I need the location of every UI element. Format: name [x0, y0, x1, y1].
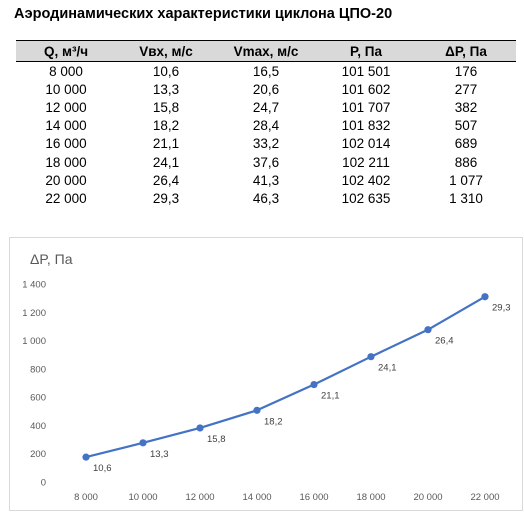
data-label: 29,3 [492, 303, 511, 314]
cell-q: 12 000 [45, 99, 87, 115]
table-row: 14 000 18,2 28,4 101 832 507 [16, 117, 516, 135]
data-label: 10,6 [93, 463, 112, 474]
line-chart: 0 200 400 600 800 1 000 1 200 1 400 8 000 10 000 1… [22, 280, 511, 504]
data-point [481, 293, 489, 301]
cell-vmax: 46,3 [252, 190, 280, 206]
data-label: 13,3 [150, 449, 169, 460]
cell-vin: 29,3 [152, 190, 180, 206]
cell-dp: 689 [454, 136, 478, 152]
header-vmax: Vmax, м/с [216, 40, 316, 62]
y-tick-label: 200 [30, 449, 46, 460]
table-row: 10 000 13,3 20,6 101 602 277 [16, 80, 516, 98]
chart-area: ΔP, Па 0 200 400 600 800 1 000 1 200 1 400 8 000… [9, 237, 523, 511]
table-row: 20 000 26,4 41,3 102 402 1 077 [16, 171, 516, 189]
cell-dp: 277 [454, 81, 478, 97]
data-label: 15,8 [207, 434, 226, 445]
x-tick-label: 16 000 [299, 492, 328, 503]
cell-p: 101 832 [341, 118, 391, 134]
cell-dp: 1 310 [449, 190, 483, 206]
cell-q: 22 000 [45, 190, 87, 206]
cell-q: 8 000 [49, 63, 83, 79]
cell-vin: 26,4 [152, 172, 180, 188]
cell-vmax: 16,5 [252, 63, 280, 79]
table-row: 18 000 24,1 37,6 102 211 886 [16, 153, 516, 171]
x-tick-label: 18 000 [356, 492, 385, 503]
data-label: 26,4 [435, 336, 454, 347]
y-tick-label: 0 [41, 478, 46, 489]
y-axis-label: ΔP, Па [30, 251, 73, 267]
cell-vmax: 41,3 [252, 172, 280, 188]
y-tick-label: 1 200 [22, 308, 46, 319]
cell-q: 14 000 [45, 118, 87, 134]
cell-p: 101 501 [341, 63, 391, 79]
data-point [253, 406, 261, 414]
cell-vin: 24,1 [152, 154, 180, 170]
header-vin: Vвх, м/с [116, 40, 216, 62]
header-q: Q, м³/ч [16, 40, 116, 62]
cell-dp: 1 077 [449, 172, 483, 188]
cell-q: 18 000 [45, 154, 87, 170]
cell-p: 102 402 [341, 172, 391, 188]
chart-title: Аэродинамических характеристики циклона … [14, 6, 393, 22]
series-line [85, 295, 486, 459]
header-dp: ΔP, Па [416, 40, 516, 62]
x-tick-label: 10 000 [128, 492, 157, 503]
x-tick-label: 20 000 [413, 492, 442, 503]
cell-vmax: 20,6 [252, 81, 280, 97]
cell-dp: 886 [454, 154, 478, 170]
table-row: 22 000 29,3 46,3 102 635 1 310 [16, 189, 516, 207]
cell-vmax: 37,6 [252, 154, 280, 170]
y-tick-label: 600 [30, 393, 46, 404]
data-point [82, 453, 90, 461]
cell-vin: 21,1 [152, 136, 180, 152]
data-point [196, 424, 204, 432]
data-label: 18,2 [264, 416, 283, 427]
cell-vmax: 28,4 [252, 118, 280, 134]
y-tick-label: 1 000 [22, 336, 46, 347]
cell-vmax: 24,7 [252, 99, 280, 115]
cell-dp: 382 [454, 99, 478, 115]
data-point [424, 326, 432, 334]
table-row: 8 000 10,6 16,5 101 501 176 [16, 62, 516, 81]
cell-vin: 13,3 [152, 81, 180, 97]
cell-p: 101 707 [341, 99, 391, 115]
x-tick-label: 12 000 [185, 492, 214, 503]
y-tick-label: 800 [30, 364, 46, 375]
data-point [139, 439, 147, 447]
cell-dp: 176 [454, 63, 478, 79]
cell-dp: 507 [454, 118, 478, 134]
cell-q: 16 000 [45, 136, 87, 152]
data-label: 24,1 [378, 363, 397, 374]
cell-p: 102 211 [342, 154, 390, 170]
y-tick-label: 400 [30, 421, 46, 432]
cell-vin: 18,2 [152, 118, 180, 134]
data-label: 21,1 [321, 391, 340, 402]
table-header-row: Q, м³/ч Vвх, м/с Vmax, м/с P, Па ΔP, Па [16, 40, 516, 62]
table-row: 12 000 15,8 24,7 101 707 382 [16, 98, 516, 116]
x-tick-label: 14 000 [242, 492, 271, 503]
cell-p: 102 014 [341, 136, 391, 152]
cell-q: 10 000 [45, 81, 87, 97]
data-point [310, 380, 318, 389]
y-tick-label: 1 400 [22, 280, 46, 291]
x-tick-label: 22 000 [470, 492, 499, 503]
x-tick-label: 8 000 [74, 492, 98, 503]
cell-p: 101 602 [341, 81, 391, 97]
cell-vin: 10,6 [152, 63, 180, 79]
data-point [367, 353, 375, 361]
data-table: Q, м³/ч Vвх, м/с Vmax, м/с P, Па ΔP, Па … [16, 40, 516, 208]
header-p: P, Па [316, 40, 416, 62]
cell-vin: 15,8 [152, 99, 180, 115]
cell-p: 102 635 [341, 190, 391, 206]
cell-q: 20 000 [45, 172, 87, 188]
cell-vmax: 33,2 [252, 136, 280, 152]
table-row: 16 000 21,1 33,2 102 014 689 [16, 135, 516, 153]
